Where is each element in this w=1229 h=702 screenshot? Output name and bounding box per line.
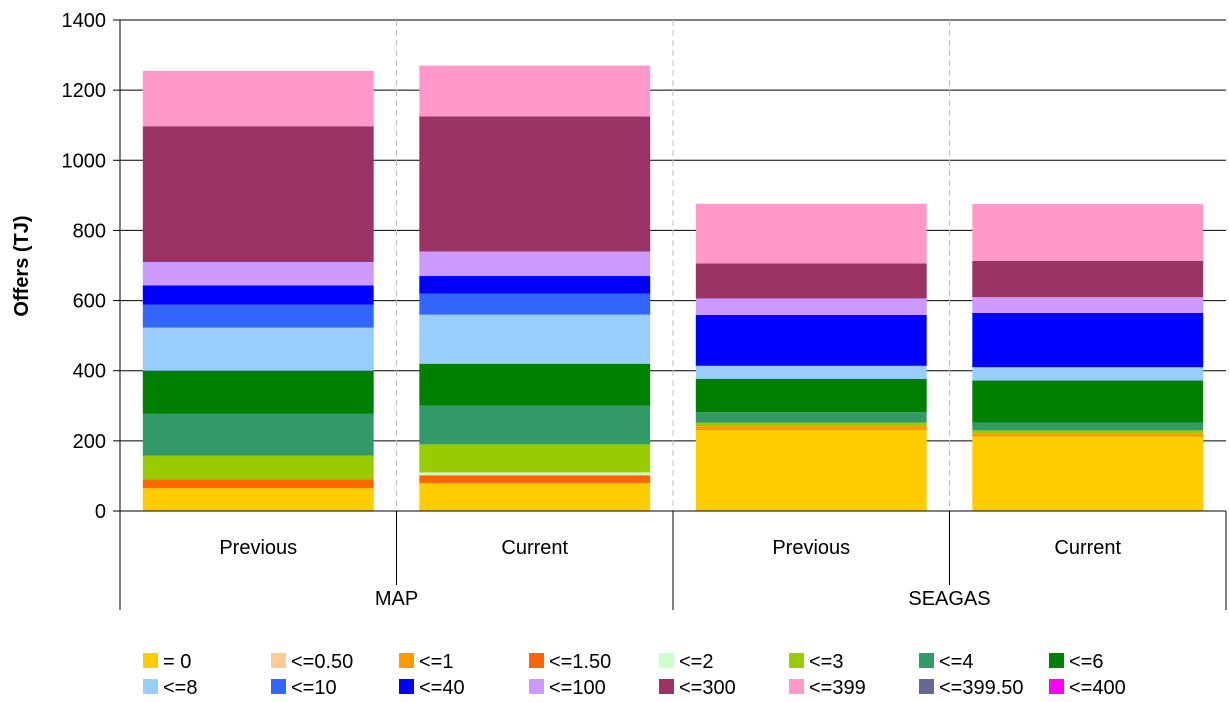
bar-segment xyxy=(695,203,927,264)
bar-segment xyxy=(972,312,1204,368)
legend-swatch xyxy=(399,679,414,694)
bar-segment xyxy=(695,422,927,427)
bar-segment xyxy=(142,413,374,456)
bar-segment xyxy=(142,455,374,480)
legend-label: <=4 xyxy=(939,651,973,673)
bar-segment xyxy=(972,380,1204,423)
legend-label: <=2 xyxy=(679,651,713,673)
legend-swatch xyxy=(271,679,286,694)
legend-label: <=1 xyxy=(419,651,453,673)
y-tick-label: 600 xyxy=(73,291,106,313)
bar-segment xyxy=(142,327,374,371)
y-tick-label: 1000 xyxy=(62,150,107,172)
bar-segment xyxy=(419,444,651,473)
bar-segment xyxy=(419,276,651,294)
bars xyxy=(142,65,1204,511)
x-group-label: SEAGAS xyxy=(908,588,990,610)
legend-swatch xyxy=(271,653,286,668)
legend-swatch xyxy=(789,653,804,668)
y-tick-label: 200 xyxy=(73,431,106,453)
bar-segment xyxy=(972,204,1204,261)
bar-segment xyxy=(972,367,1204,381)
x-category-label: Current xyxy=(1054,537,1121,559)
legend-swatch xyxy=(659,679,674,694)
axes: 0 200 400 600 800 1000 1200 1400 Previous Current… xyxy=(62,10,1227,610)
bar-segment xyxy=(419,482,651,511)
bar-segment xyxy=(972,422,1204,431)
bar-segment xyxy=(142,126,374,262)
legend-label: <=399.50 xyxy=(939,677,1024,699)
y-tick-label: 400 xyxy=(73,361,106,383)
legend-swatch xyxy=(529,679,544,694)
bar-segment xyxy=(695,314,927,366)
x-group-label: MAP xyxy=(375,588,418,610)
legend-label: <=6 xyxy=(1069,651,1103,673)
bar-segment xyxy=(972,433,1204,437)
bar-segment xyxy=(419,472,651,476)
x-category-label: Previous xyxy=(219,537,297,559)
y-tick-label: 1400 xyxy=(62,10,107,32)
legend-label: <=399 xyxy=(809,677,866,699)
legend-swatch xyxy=(919,653,934,668)
bar-segment xyxy=(972,297,1204,313)
bar-segment xyxy=(695,378,927,413)
bar-segment xyxy=(419,405,651,445)
bar-segment xyxy=(695,430,927,511)
bar-segment xyxy=(419,116,651,252)
legend: = 0 <=0.50 <=1 <=1.50 <=2 <=3 <=4 <=6 <=8 <=10 <=4… xyxy=(143,651,1126,699)
legend-swatch xyxy=(1049,653,1064,668)
bar-segment xyxy=(142,479,374,489)
legend-swatch xyxy=(143,653,158,668)
bar-segment xyxy=(419,65,651,117)
x-category-label: Current xyxy=(501,537,568,559)
legend-label: <=10 xyxy=(291,677,337,699)
y-tick-label: 1200 xyxy=(62,80,107,102)
legend-label: = 0 xyxy=(163,651,191,673)
x-category-label: Previous xyxy=(772,537,850,559)
bar-segment xyxy=(419,475,651,483)
bar-segment xyxy=(419,363,651,406)
legend-swatch xyxy=(529,653,544,668)
bar-segment xyxy=(972,260,1204,298)
legend-label: <=3 xyxy=(809,651,843,673)
legend-swatch xyxy=(1049,679,1064,694)
y-tick-label: 0 xyxy=(95,501,106,523)
bar-segment xyxy=(142,285,374,305)
bar-segment xyxy=(972,430,1204,434)
legend-swatch xyxy=(659,653,674,668)
bar-segment xyxy=(972,436,1204,511)
legend-swatch xyxy=(399,653,414,668)
legend-label: <=100 xyxy=(549,677,606,699)
legend-swatch xyxy=(789,679,804,694)
legend-label: <=1.50 xyxy=(549,651,611,673)
bar-segment xyxy=(142,304,374,328)
bar-segment xyxy=(419,314,651,364)
y-tick-label: 800 xyxy=(73,220,106,242)
legend-swatch xyxy=(919,679,934,694)
legend-label: <=40 xyxy=(419,677,465,699)
bar-segment xyxy=(142,261,374,286)
y-axis-title: Offers (TJ) xyxy=(11,215,33,316)
bar-segment xyxy=(695,298,927,315)
bar-segment xyxy=(142,370,374,414)
bar-segment xyxy=(419,251,651,277)
bar-segment xyxy=(695,426,927,431)
bar-segment xyxy=(695,263,927,299)
legend-swatch xyxy=(143,679,158,694)
bar-segment xyxy=(142,70,374,127)
legend-label: <=0.50 xyxy=(291,651,353,673)
legend-label: <=300 xyxy=(679,677,736,699)
bar-segment xyxy=(419,293,651,315)
bar-segment xyxy=(695,412,927,423)
legend-label: <=400 xyxy=(1069,677,1126,699)
legend-label: <=8 xyxy=(163,677,197,699)
bar-segment xyxy=(142,488,374,511)
bar-segment xyxy=(695,365,927,379)
